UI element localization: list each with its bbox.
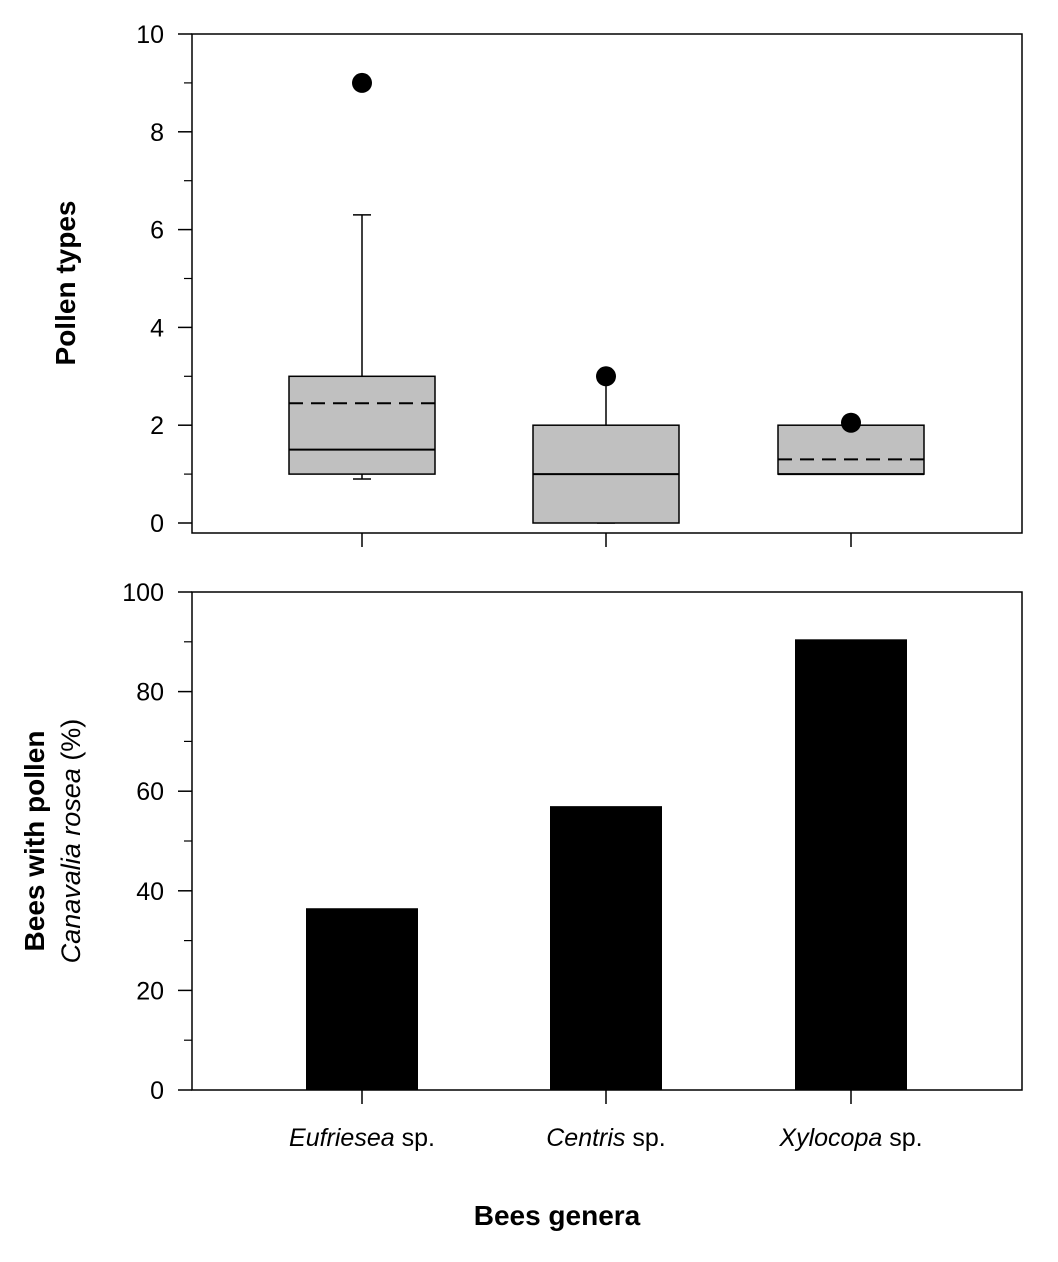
y-tick-label: 8 <box>150 119 164 147</box>
box-centris-sp <box>532 366 680 524</box>
outlier-point <box>596 366 616 387</box>
x-tick-label-genus: Eufriesea <box>289 1124 395 1152</box>
y-tick-label: 4 <box>150 314 164 342</box>
x-tick-label-genus: Centris <box>546 1124 625 1152</box>
y-axis-title-line2: Canavalia rosea (%) <box>56 719 86 964</box>
outlier-point <box>841 412 861 433</box>
y-tick-label: 0 <box>150 510 164 538</box>
bar-xylocopa-sp <box>795 639 907 1090</box>
y-tick-label: 80 <box>136 679 164 707</box>
x-tick-label-suffix: sp. <box>395 1124 435 1152</box>
box-iqr <box>288 375 436 475</box>
y-tick-label: 0 <box>150 1077 164 1105</box>
y-axis-title-species: Canavalia rosea <box>56 768 86 963</box>
bar-chart-panel: 0 20 40 60 80 100 Bees with pollen Canavalia ro… <box>19 579 1023 1152</box>
x-axis-title: Bees genera <box>474 1200 641 1231</box>
bar-eufriesea-sp <box>306 908 418 1090</box>
x-tick-label-xylocopa-sp: Xylocopa sp. <box>778 1124 922 1152</box>
x-tick-label-eufriesea-sp: Eufriesea sp. <box>289 1124 435 1152</box>
y-axis-title: Pollen types <box>50 201 81 366</box>
outlier-point <box>352 72 372 93</box>
y-tick-label: 40 <box>136 878 164 906</box>
y-axis-title-unit: (%) <box>56 719 86 769</box>
x-tick-label-suffix: sp. <box>882 1124 922 1152</box>
y-tick-label: 10 <box>136 21 164 49</box>
y-tick-label: 2 <box>150 412 164 440</box>
box-eufriesea-sp <box>288 72 436 480</box>
y-tick-label: 100 <box>122 579 164 607</box>
plot-frame <box>191 33 1023 534</box>
box-iqr <box>777 424 925 475</box>
y-tick-label: 60 <box>136 778 164 806</box>
box-plot-panel: 0 2 4 6 8 10 Pollen types <box>50 21 1023 547</box>
x-tick-label-suffix: sp. <box>625 1124 665 1152</box>
x-tick-label-genus: Xylocopa <box>778 1124 882 1152</box>
y-tick-label: 20 <box>136 977 164 1005</box>
box-xylocopa-sp <box>777 412 925 476</box>
y-axis-title-line1: Bees with pollen <box>19 731 50 952</box>
x-tick-label-centris-sp: Centris sp. <box>546 1124 665 1152</box>
bar-centris-sp <box>550 806 662 1090</box>
y-tick-label: 6 <box>150 217 164 245</box>
